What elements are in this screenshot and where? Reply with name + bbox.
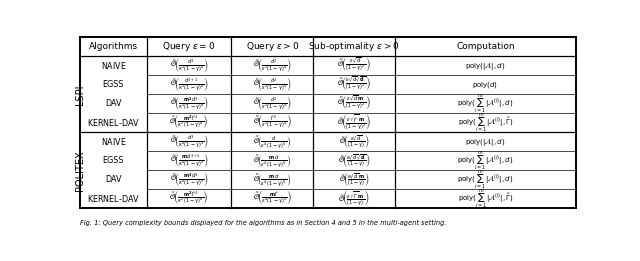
Text: $\mathrm{poly}(\sum_{i=1}^m |\mathcal{A}^{(i)}|, \tilde{\Gamma})$: $\mathrm{poly}(\sum_{i=1}^m |\mathcal{A}… — [458, 112, 513, 134]
Text: LSPI: LSPI — [75, 84, 85, 105]
Text: Sub-optimality $\epsilon > 0$: Sub-optimality $\epsilon > 0$ — [308, 40, 400, 53]
Text: DAV: DAV — [105, 99, 122, 108]
Text: $\tilde{\mathcal{O}}\!\left(\frac{\varepsilon\sqrt{d}\sqrt{\mathbf{d}}}{(1-\gamm: $\tilde{\mathcal{O}}\!\left(\frac{\varep… — [337, 152, 371, 169]
Text: $\tilde{\mathcal{O}}\!\left(\frac{\varepsilon\sqrt{d}}{(1-\gamma)^2}\right)$: $\tilde{\mathcal{O}}\!\left(\frac{\varep… — [337, 57, 371, 74]
Text: $\tilde{\mathcal{O}}\!\left(\frac{\varepsilon\sqrt{\tilde{\Gamma}}\,\mathbf{m}}{: $\tilde{\mathcal{O}}\!\left(\frac{\varep… — [339, 189, 370, 208]
Text: Computation: Computation — [456, 42, 515, 51]
Text: $\mathrm{poly}(|\mathcal{A}|, d)$: $\mathrm{poly}(|\mathcal{A}|, d)$ — [465, 136, 506, 148]
Text: $\tilde{\mathcal{O}}\!\left(\frac{d}{\varepsilon^4(1-\gamma)^5}\right)$: $\tilde{\mathcal{O}}\!\left(\frac{d}{\va… — [253, 134, 291, 150]
Text: $\tilde{\mathcal{O}}\!\left(\frac{\mathbf{m}d^{3+1}}{\kappa^4(1-\gamma)^9}\right: $\tilde{\mathcal{O}}\!\left(\frac{\mathb… — [170, 152, 209, 169]
Text: $\tilde{\mathcal{O}}\!\left(\frac{\varepsilon\sqrt{d}\sqrt{\mathbf{d}}}{(1-\gamm: $\tilde{\mathcal{O}}\!\left(\frac{\varep… — [337, 76, 371, 93]
Text: Algorithms: Algorithms — [89, 42, 138, 51]
Text: $\mathrm{poly}(\sum_{i=1}^m |\mathcal{A}^{(i)}|, d)$: $\mathrm{poly}(\sum_{i=1}^m |\mathcal{A}… — [458, 93, 514, 115]
Text: $\mathrm{poly}(\sum_{i=1}^m |\mathcal{A}^{(i)}|, d)$: $\mathrm{poly}(\sum_{i=1}^m |\mathcal{A}… — [458, 169, 514, 191]
Text: $\tilde{\mathcal{O}}\!\left(\frac{\varepsilon\sqrt{d}\,\mathbf{m}}{(1-\gamma)}\r: $\tilde{\mathcal{O}}\!\left(\frac{\varep… — [339, 171, 369, 188]
Text: K$\mathsf{ERNEL}$-DAV: K$\mathsf{ERNEL}$-DAV — [87, 117, 140, 128]
Text: Query $\epsilon = 0$: Query $\epsilon = 0$ — [163, 40, 216, 53]
Text: $\mathrm{poly}(d)$: $\mathrm{poly}(d)$ — [472, 80, 499, 90]
Text: DAV: DAV — [105, 175, 122, 184]
Text: $\tilde{\mathcal{O}}\!\left(\frac{\varepsilon\sqrt{d}}{(1-\gamma)}\right)$: $\tilde{\mathcal{O}}\!\left(\frac{\varep… — [339, 133, 369, 150]
Text: $\tilde{\mathcal{O}}\!\left(\frac{\mathbf{m^2}\tilde{\Gamma}^3}{\kappa^2(1-\gamm: $\tilde{\mathcal{O}}\!\left(\frac{\mathb… — [170, 190, 209, 207]
Text: $\tilde{\mathcal{O}}\!\left(\frac{d^3}{\kappa^2(1-\gamma)^8}\right)$: $\tilde{\mathcal{O}}\!\left(\frac{d^3}{\… — [170, 57, 209, 74]
Text: $\tilde{\mathcal{O}}\!\left(\frac{d^2}{\varepsilon^2(1-\gamma)^4}\right)$: $\tilde{\mathcal{O}}\!\left(\frac{d^2}{\… — [253, 95, 292, 112]
Text: $\tilde{\mathcal{O}}\!\left(\frac{\mathbf{m^3}d^3}{\kappa^4(1-\gamma)^9}\right)$: $\tilde{\mathcal{O}}\!\left(\frac{\mathb… — [170, 171, 209, 188]
Text: N$\mathsf{AIVE}$: N$\mathsf{AIVE}$ — [100, 60, 126, 71]
Text: Query $\epsilon > 0$: Query $\epsilon > 0$ — [246, 40, 299, 53]
Text: EGSS: EGSS — [103, 156, 124, 165]
Text: POLITEX: POLITEX — [75, 150, 85, 191]
Text: $\mathrm{poly}(\sum_{i=1}^m |\mathcal{A}^{(i)}|, \tilde{\Gamma})$: $\mathrm{poly}(\sum_{i=1}^m |\mathcal{A}… — [458, 188, 513, 210]
Text: $\tilde{\mathcal{O}}\!\left(\frac{d^3}{\kappa^4(1-\gamma)^9}\right)$: $\tilde{\mathcal{O}}\!\left(\frac{d^3}{\… — [170, 133, 209, 150]
Text: N$\mathsf{AIVE}$: N$\mathsf{AIVE}$ — [100, 136, 126, 147]
Text: $\tilde{\mathcal{O}}\!\left(\frac{\tilde{\Gamma}^2}{\varepsilon^2(1-\gamma)^4}\r: $\tilde{\mathcal{O}}\!\left(\frac{\tilde… — [253, 114, 292, 131]
Text: $\tilde{\mathcal{O}}\!\left(\frac{\mathbf{m^2}\tilde{\Gamma}^3}{\kappa^2(1-\gamm: $\tilde{\mathcal{O}}\!\left(\frac{\mathb… — [170, 114, 209, 131]
Text: $\mathrm{poly}(\sum_{i=1}^m |\mathcal{A}^{(i)}|, d)$: $\mathrm{poly}(\sum_{i=1}^m |\mathcal{A}… — [458, 150, 514, 172]
Text: K$\mathsf{ERNEL}$-DAV: K$\mathsf{ERNEL}$-DAV — [87, 193, 140, 204]
Text: $\tilde{\mathcal{O}}\!\left(\frac{d^2}{\varepsilon^2(1-\gamma)^4}\right)$: $\tilde{\mathcal{O}}\!\left(\frac{d^2}{\… — [253, 57, 292, 74]
Text: $\mathrm{poly}(|\mathcal{A}|, d)$: $\mathrm{poly}(|\mathcal{A}|, d)$ — [465, 60, 506, 72]
Text: $\tilde{\mathcal{O}}\!\left(\frac{\mathbf{m}d}{\varepsilon^4(1-\gamma)^5}\right): $\tilde{\mathcal{O}}\!\left(\frac{\mathb… — [253, 153, 291, 169]
Text: $\tilde{\mathcal{O}}\!\left(\frac{d^{3+1}}{\kappa^2(1-\gamma)^8}\right)$: $\tilde{\mathcal{O}}\!\left(\frac{d^{3+1… — [170, 76, 209, 93]
Text: Fig. 1: Query complexity bounds displayed for the algorithms as in Section 4 and: Fig. 1: Query complexity bounds displaye… — [80, 220, 447, 226]
Text: $\tilde{\mathcal{O}}\!\left(\frac{\mathbf{m^2}d^3}{\kappa^2(1-\gamma)^8}\right)$: $\tilde{\mathcal{O}}\!\left(\frac{\mathb… — [170, 95, 209, 112]
Text: $\tilde{\mathcal{O}}\!\left(\frac{\varepsilon\sqrt{\tilde{\Gamma}}\,\mathbf{m}}{: $\tilde{\mathcal{O}}\!\left(\frac{\varep… — [337, 113, 371, 132]
Text: $\tilde{\mathcal{O}}\!\left(\frac{\mathbf{m}d}{\varepsilon^4(1-\gamma)^5}\right): $\tilde{\mathcal{O}}\!\left(\frac{\mathb… — [253, 172, 291, 188]
Text: $\tilde{\mathcal{O}}\!\left(\frac{\varepsilon\sqrt{d}\,\mathbf{m}}{(1-\gamma)^2}: $\tilde{\mathcal{O}}\!\left(\frac{\varep… — [337, 95, 371, 112]
Text: $\tilde{\mathcal{O}}\!\left(\frac{d^2}{\varepsilon^2(1-\gamma)^4}\right)$: $\tilde{\mathcal{O}}\!\left(\frac{d^2}{\… — [253, 76, 292, 93]
Text: $\tilde{\mathcal{O}}\!\left(\frac{\mathbf{m}\tilde{\Gamma}}{\varepsilon^4(1-\gam: $\tilde{\mathcal{O}}\!\left(\frac{\mathb… — [253, 190, 292, 207]
Text: EGSS: EGSS — [103, 80, 124, 89]
